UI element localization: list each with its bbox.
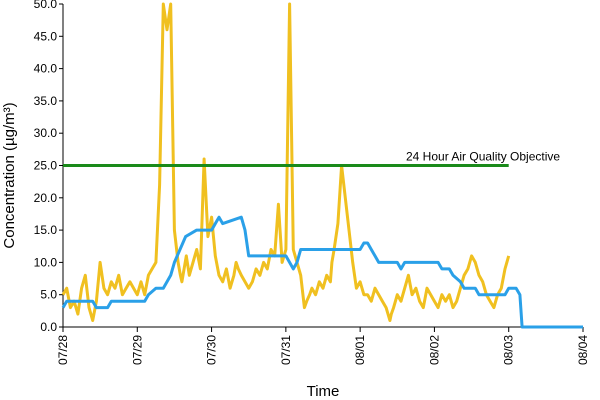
series-group [61, 2, 583, 329]
x-tick-label: 07/29 [130, 335, 144, 365]
x-tick-label: 08/04 [576, 335, 590, 365]
y-tick-label: 25.0 [34, 159, 58, 173]
y-tick-label: 15.0 [34, 223, 58, 237]
y-axis-ticks: 0.0 5.0 10.0 15.0 20.0 25.0 30.0 35.0 40.0 45.0 50… [34, 0, 63, 334]
x-tick-label: 08/01 [353, 335, 367, 365]
y-tick-label: 45.0 [34, 29, 58, 43]
x-tick-label: 07/30 [205, 335, 219, 365]
y-tick-label: 50.0 [34, 0, 58, 11]
y-tick-label: 40.0 [34, 62, 58, 76]
y-tick-label: 30.0 [34, 126, 58, 140]
series-line-0 [61, 2, 511, 322]
y-tick-label: 35.0 [34, 94, 58, 108]
x-tick-label: 07/28 [56, 335, 70, 365]
series-line-1 [61, 215, 583, 329]
y-tick-label: 0.0 [40, 320, 57, 334]
y-axis-title: Concentration (µg/m³) [1, 102, 18, 248]
y-tick-label: 5.0 [40, 288, 57, 302]
x-tick-label: 07/31 [279, 335, 293, 365]
objective-label: 24 Hour Air Quality Objective [406, 150, 560, 164]
x-axis-title: Time [307, 383, 340, 400]
x-axis-ticks: 07/28 07/29 07/30 07/31 08/01 08/02 08/03 08/04 [56, 327, 590, 365]
y-tick-label: 20.0 [34, 191, 58, 205]
y-tick-label: 10.0 [34, 255, 58, 269]
x-tick-label: 08/02 [427, 335, 441, 365]
x-tick-label: 08/03 [502, 335, 516, 365]
